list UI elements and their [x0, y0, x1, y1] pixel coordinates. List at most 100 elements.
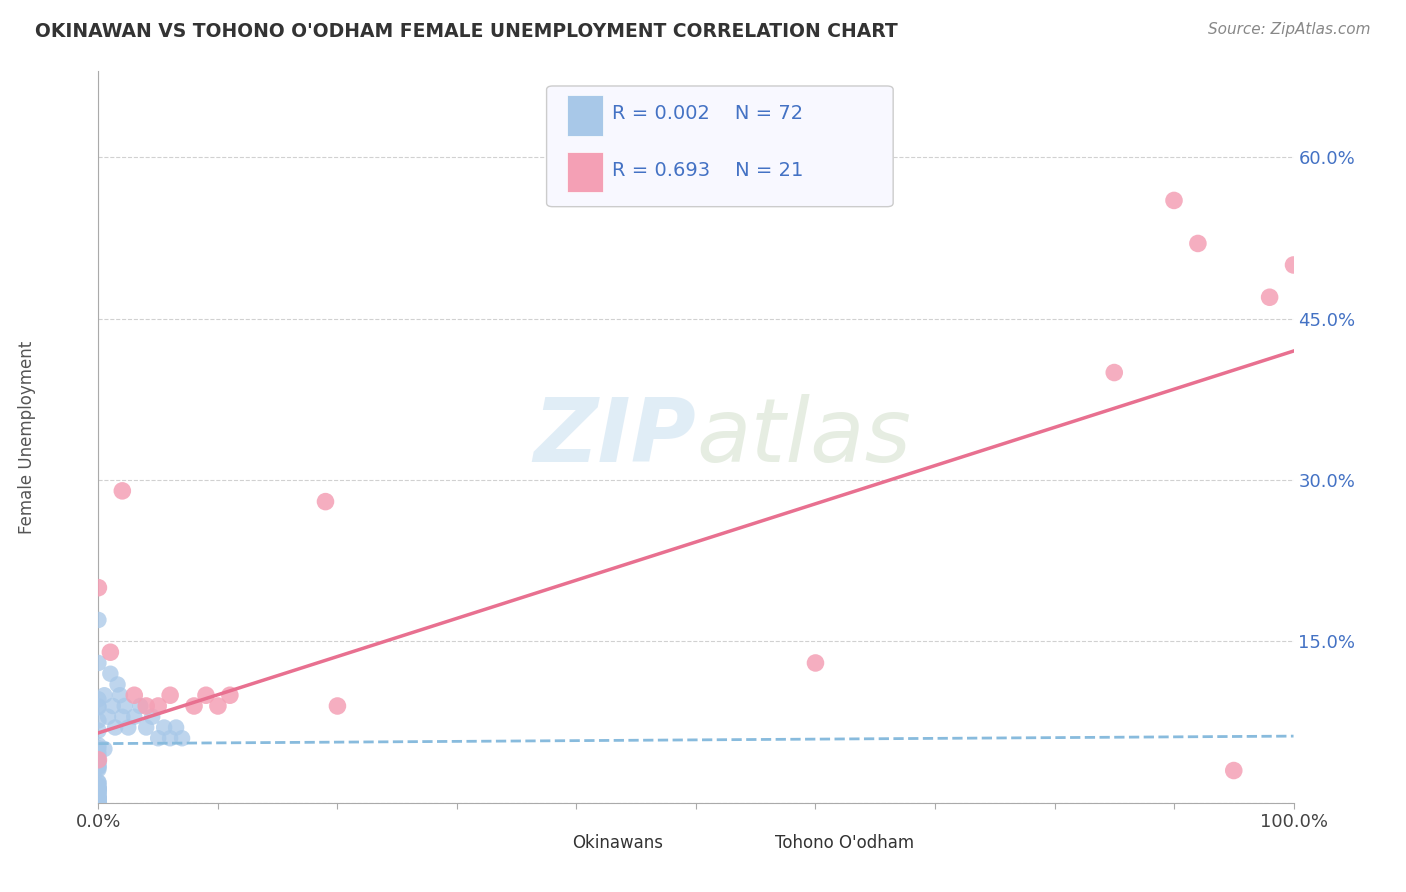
Point: [87, 782, 110, 797]
Point: [135, 721, 157, 735]
Point: [141, 710, 163, 724]
Point: [87, 714, 110, 728]
Point: [87, 793, 110, 807]
Point: [87, 796, 110, 810]
Point: [117, 721, 139, 735]
Point: [87, 784, 110, 798]
Point: [87, 775, 110, 789]
FancyBboxPatch shape: [547, 86, 893, 207]
Point: [87, 793, 110, 807]
Point: [159, 688, 181, 702]
Text: Tohono O'odham: Tohono O'odham: [775, 834, 914, 852]
Point: [87, 780, 110, 795]
Point: [326, 698, 349, 713]
Point: [87, 796, 110, 810]
Point: [87, 581, 110, 595]
Point: [98, 666, 122, 681]
Text: Source: ZipAtlas.com: Source: ZipAtlas.com: [1208, 22, 1371, 37]
Point: [1258, 290, 1281, 304]
Point: [87, 700, 110, 714]
Point: [87, 723, 110, 738]
Point: [87, 792, 110, 806]
Point: [148, 731, 170, 746]
Point: [129, 698, 152, 713]
Point: [219, 688, 242, 702]
FancyBboxPatch shape: [567, 152, 603, 192]
Point: [135, 698, 157, 713]
Point: [87, 789, 110, 803]
Point: [172, 731, 194, 746]
Point: [87, 761, 110, 775]
Text: R = 0.693    N = 21: R = 0.693 N = 21: [613, 161, 804, 179]
Point: [87, 783, 110, 797]
Point: [87, 794, 110, 808]
Point: [97, 710, 120, 724]
Point: [87, 795, 110, 809]
Point: [87, 776, 110, 790]
Point: [87, 758, 110, 772]
Point: [1104, 366, 1126, 380]
Point: [93, 688, 115, 702]
Point: [87, 699, 110, 714]
Point: [87, 796, 110, 810]
Point: [87, 656, 110, 670]
Point: [315, 494, 337, 508]
FancyBboxPatch shape: [567, 95, 603, 136]
Point: [87, 746, 110, 760]
Point: [87, 781, 110, 796]
Point: [159, 731, 181, 746]
Point: [183, 698, 205, 713]
Point: [87, 793, 110, 807]
Point: [124, 710, 146, 724]
Point: [87, 791, 110, 805]
Point: [98, 645, 122, 659]
Point: [87, 759, 110, 773]
Point: [804, 656, 827, 670]
Point: [1163, 194, 1185, 208]
Point: [87, 753, 110, 767]
Point: [1187, 236, 1209, 251]
Point: [87, 763, 110, 777]
Point: [207, 698, 229, 713]
Point: [87, 782, 110, 797]
Point: [165, 721, 187, 735]
FancyBboxPatch shape: [744, 830, 768, 855]
Y-axis label: Female Unemployment: Female Unemployment: [18, 341, 37, 533]
Point: [153, 721, 176, 735]
Text: Okinawans: Okinawans: [572, 834, 662, 852]
Point: [124, 688, 146, 702]
Point: [1223, 764, 1246, 778]
Point: [101, 698, 124, 713]
Point: [87, 780, 110, 794]
Point: [87, 749, 110, 764]
Point: [87, 755, 110, 769]
Text: OKINAWAN VS TOHONO O'ODHAM FEMALE UNEMPLOYMENT CORRELATION CHART: OKINAWAN VS TOHONO O'ODHAM FEMALE UNEMPL…: [35, 22, 898, 41]
Point: [87, 782, 110, 797]
Point: [87, 755, 110, 769]
Text: ZIP: ZIP: [533, 393, 696, 481]
Point: [1282, 258, 1305, 272]
Point: [111, 483, 134, 498]
Point: [87, 778, 110, 792]
Point: [87, 790, 110, 805]
Point: [111, 710, 134, 724]
Text: atlas: atlas: [696, 394, 911, 480]
Text: R = 0.002    N = 72: R = 0.002 N = 72: [613, 104, 803, 123]
Point: [87, 796, 110, 810]
Point: [195, 688, 218, 702]
Point: [87, 794, 110, 808]
Point: [87, 793, 110, 807]
Point: [87, 787, 110, 801]
Point: [87, 741, 110, 756]
Point: [87, 791, 110, 805]
Point: [87, 792, 110, 806]
Point: [87, 793, 110, 807]
Point: [87, 794, 110, 808]
Point: [108, 688, 131, 702]
Point: [87, 738, 110, 752]
Point: [104, 721, 127, 735]
Point: [114, 698, 136, 713]
Point: [87, 790, 110, 805]
Point: [87, 692, 110, 706]
Point: [93, 742, 115, 756]
